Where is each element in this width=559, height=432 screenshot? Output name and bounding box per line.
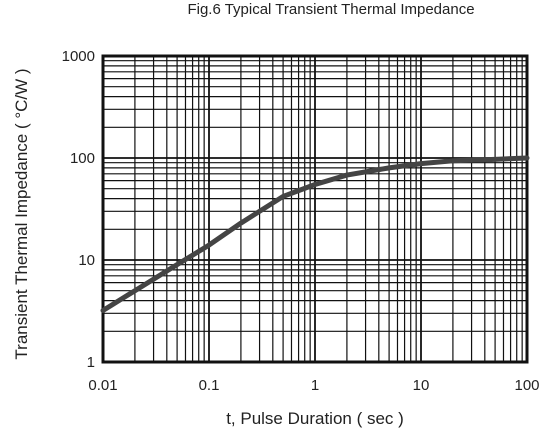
x-tick-label: 1 bbox=[311, 377, 319, 394]
y-tick-label: 100 bbox=[70, 150, 95, 167]
x-tick-labels: 0.01 0.1 1 10 100 bbox=[88, 377, 539, 394]
y-axis-label: Transient Thermal Impedance ( °C/W ) bbox=[12, 68, 31, 359]
x-tick-label: 10 bbox=[413, 377, 430, 394]
x-tick-label: 100 bbox=[514, 377, 539, 394]
series-layer bbox=[100, 155, 530, 313]
x-tick-label: 0.1 bbox=[199, 377, 220, 394]
y-tick-label: 1000 bbox=[62, 48, 95, 65]
y-tick-labels: 1 10 100 1000 bbox=[62, 48, 95, 371]
x-axis-label: t, Pulse Duration ( sec ) bbox=[226, 409, 404, 428]
y-tick-label: 10 bbox=[78, 252, 95, 269]
plot-frame bbox=[101, 54, 529, 364]
series-line-0 bbox=[100, 155, 530, 313]
chart-title: Fig.6 Typical Transient Thermal Impedanc… bbox=[187, 1, 474, 18]
grid bbox=[103, 56, 527, 362]
x-tick-label: 0.01 bbox=[88, 377, 117, 394]
y-tick-label: 1 bbox=[87, 354, 95, 371]
